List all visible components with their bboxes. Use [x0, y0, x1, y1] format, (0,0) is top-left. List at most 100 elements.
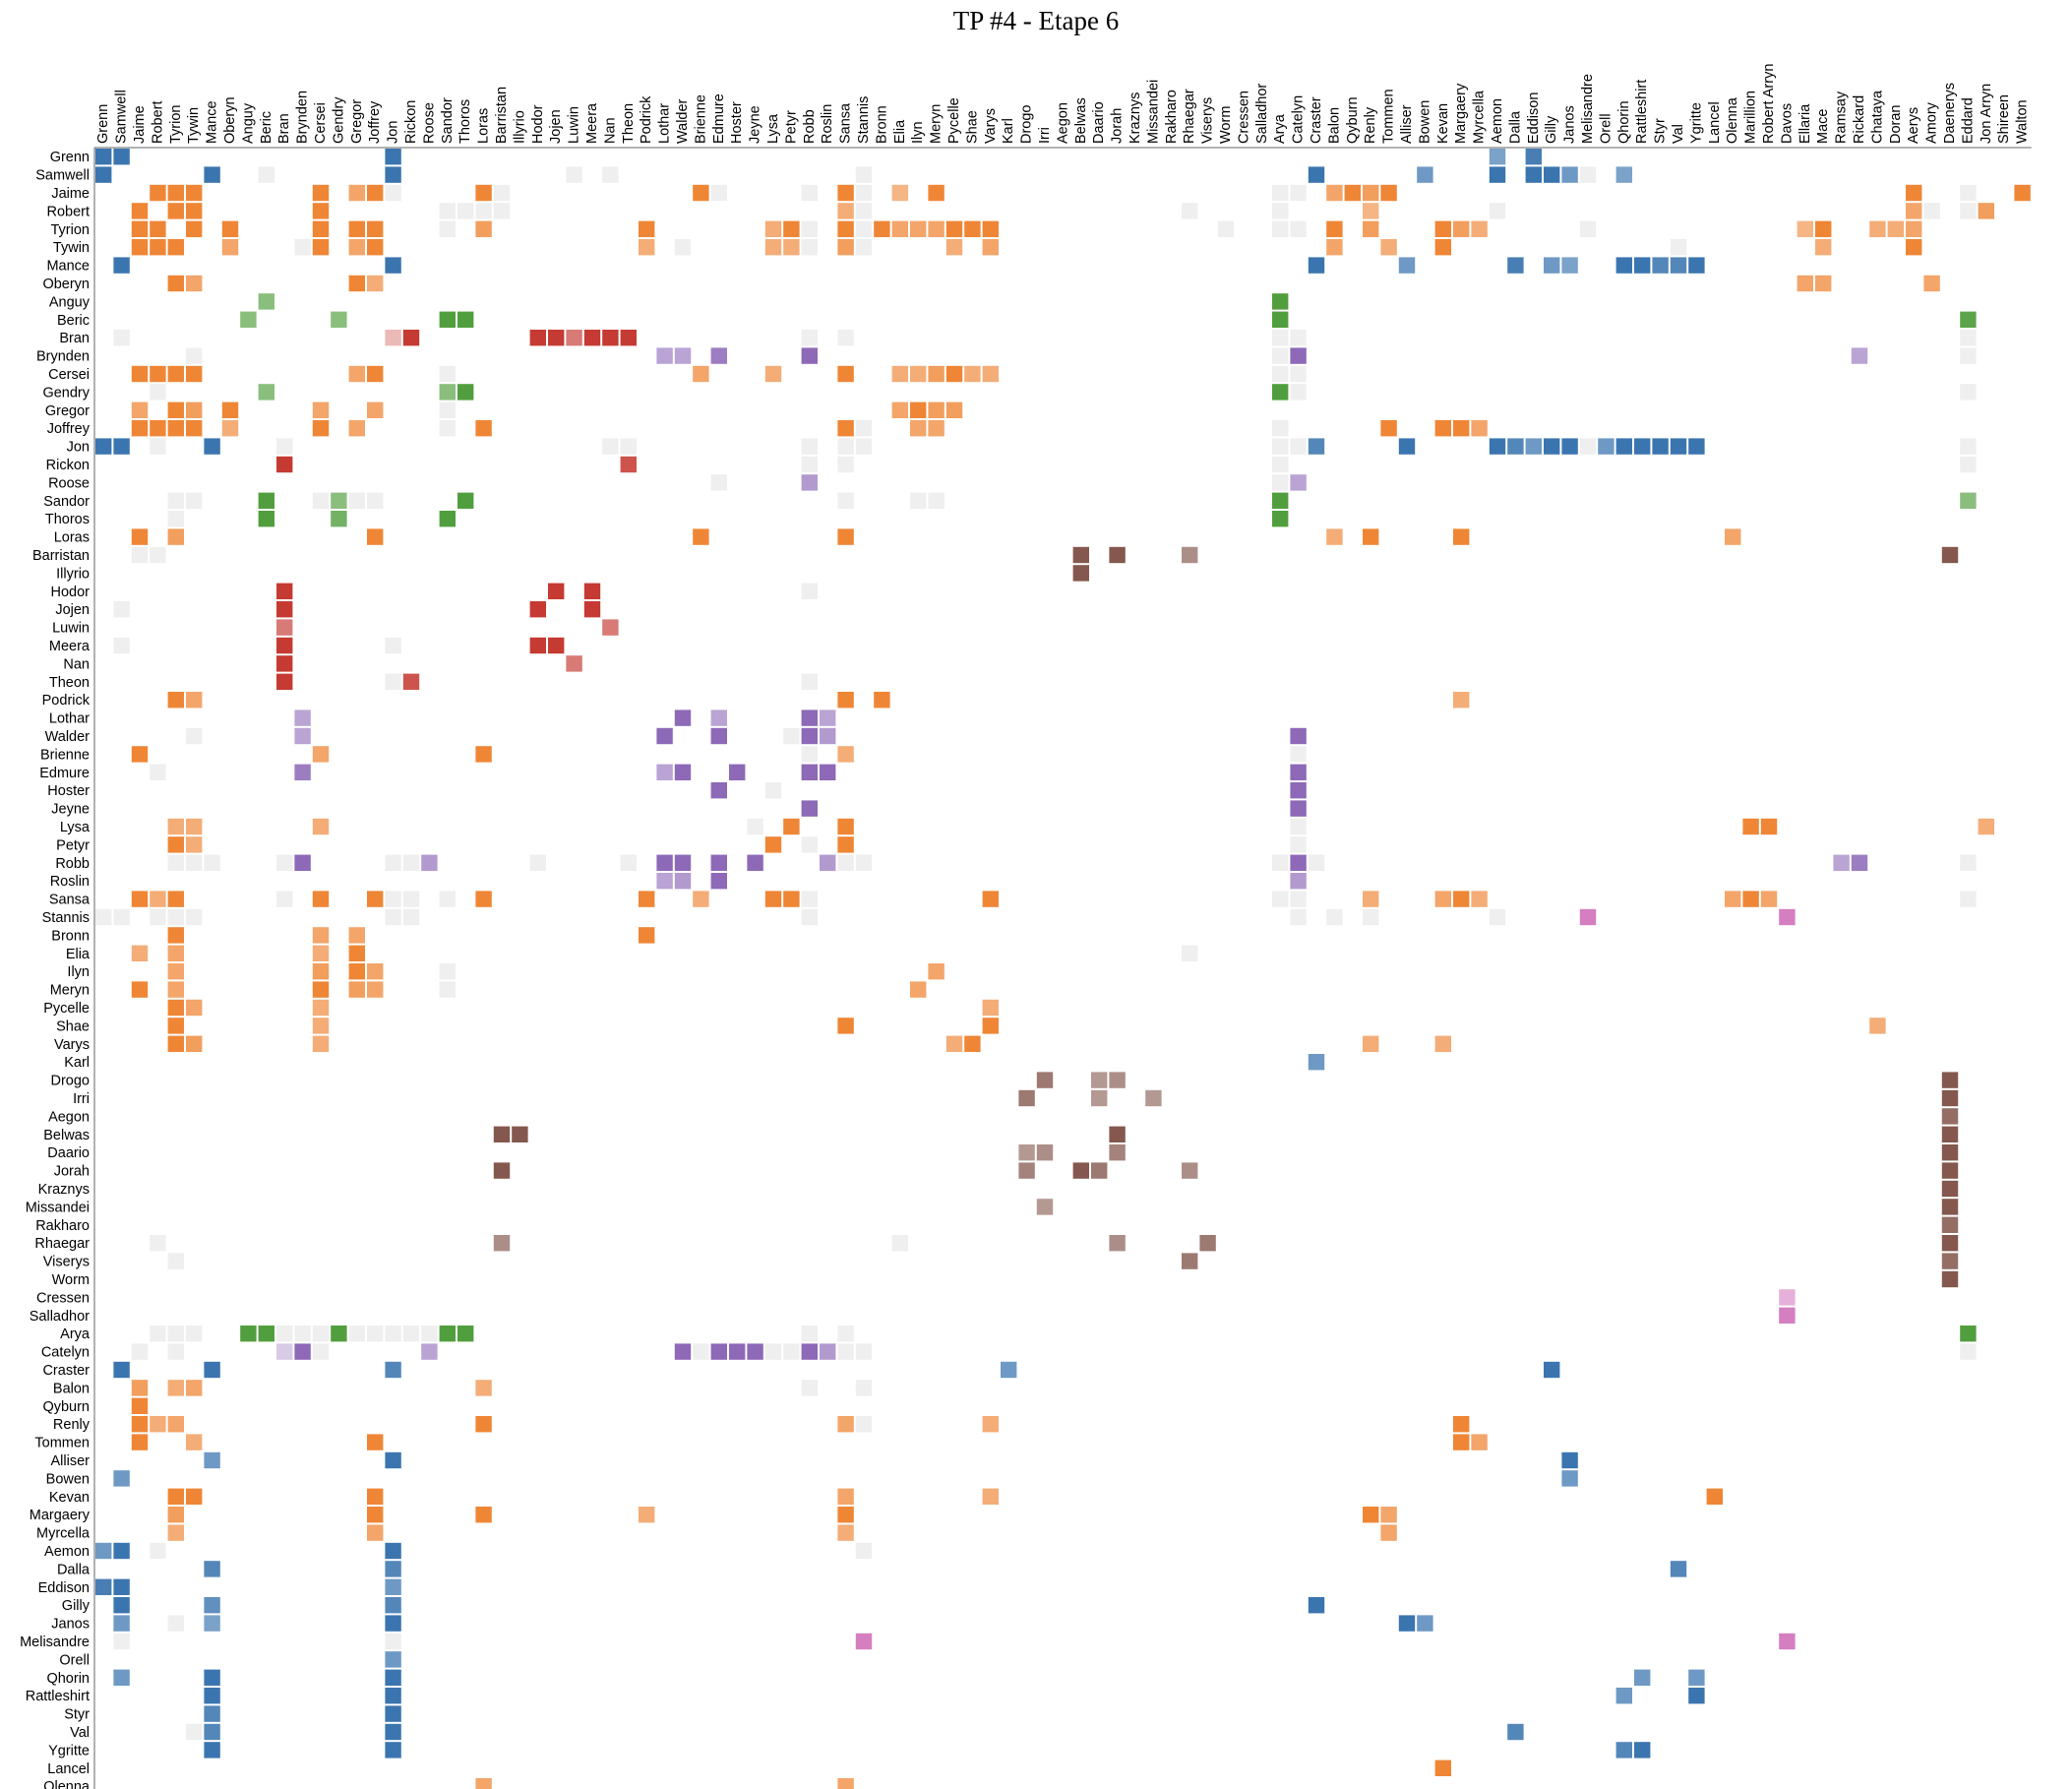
cell-jojen-samwell	[113, 601, 130, 618]
row-label-barristan: Barristan	[32, 548, 90, 564]
cell-tyrion-myrcella	[1471, 220, 1488, 237]
cell-sansa-tyrion	[167, 891, 184, 907]
cell-jaime-loras	[475, 184, 492, 202]
cell-jon-melisandre	[1579, 438, 1597, 455]
cell-robb-arya	[1272, 854, 1289, 871]
cell-sandor-ilyn	[910, 492, 927, 509]
cell-roose-edmure	[710, 474, 727, 491]
cell-tyrion-doran	[1887, 220, 1904, 237]
cell-robert-stannis	[855, 203, 873, 219]
column-label-sansa: Sansa	[838, 102, 854, 144]
cell-sansa-robert-arryn	[1760, 891, 1778, 907]
cell-arya-anguy	[240, 1326, 257, 1342]
row-label-jojen: Jojen	[55, 602, 90, 618]
cell-gilly-craster	[1308, 1597, 1325, 1614]
column-label-robb: Robb	[802, 109, 818, 144]
cell-jaime-tommen	[1380, 184, 1397, 202]
cell-tyrion-margaery	[1453, 220, 1470, 237]
cell-shae-varys	[982, 1018, 999, 1034]
cell-lysa-sansa	[837, 818, 854, 835]
cell-tywin-lysa	[764, 239, 782, 256]
column-label-rakharo: Rakharo	[1164, 90, 1180, 144]
cell-robert-jon-arryn	[1978, 203, 1994, 219]
column-label-chataya: Chataya	[1869, 90, 1885, 144]
cell-meryn-tyrion	[167, 981, 184, 998]
cell-arya-tyrion	[167, 1326, 184, 1342]
cell-jaime-qyburn	[1344, 184, 1361, 202]
cell-sandor-tywin	[186, 492, 203, 509]
cell-rhaegar-elia	[891, 1235, 908, 1252]
row-label-mance: Mance	[46, 259, 90, 275]
cell-roslin-edmure	[710, 873, 727, 890]
column-label-alliser: Alliser	[1399, 104, 1415, 144]
column-label-jeyne: Jeyne	[748, 105, 763, 144]
cell-tyrion-ellaria	[1797, 220, 1813, 237]
cell-edmure-brynden	[294, 764, 311, 780]
cell-gendry-catelyn	[1290, 384, 1307, 401]
row-label-balon: Balon	[53, 1381, 90, 1396]
cell-beric-arya	[1272, 311, 1289, 328]
cell-jon-gilly	[1544, 438, 1560, 455]
cell-ilyn-tyrion	[167, 963, 184, 980]
cell-arya-rickon	[402, 1326, 420, 1342]
cell-stannis-jon	[385, 908, 401, 926]
column-label-edmure: Edmure	[711, 93, 727, 144]
cell-petyr-tywin	[186, 836, 203, 853]
cell-anguy-beric	[258, 293, 274, 310]
row-label-anguy: Anguy	[49, 294, 91, 310]
cell-grenn-eddison	[1525, 149, 1542, 165]
cell-robb-craster	[1308, 854, 1325, 871]
column-label-eddard: Eddard	[1960, 97, 1976, 144]
cell-tyrion-cersei	[312, 220, 330, 237]
cell-jaime-jon	[385, 184, 401, 202]
cell-samwell-aemon	[1489, 166, 1506, 183]
row-label-val: Val	[70, 1725, 90, 1741]
cell-samwell-mance	[204, 166, 220, 183]
cell-arya-gregor	[348, 1326, 365, 1342]
cell-gilly-samwell	[113, 1597, 130, 1614]
cell-kevan-tywin	[186, 1488, 203, 1505]
cell-styr-jon	[385, 1705, 401, 1722]
column-label-tyrion: Tyrion	[168, 105, 184, 145]
cell-gregor-tywin	[186, 401, 203, 418]
cell-sansa-podrick	[639, 891, 655, 907]
cell-robb-walder	[674, 854, 692, 871]
cell-joffrey-arya	[1272, 420, 1289, 437]
row-label-tywin: Tywin	[53, 240, 90, 256]
cell-rattleshirt-ygritte	[1688, 1688, 1705, 1704]
column-label-balon: Balon	[1326, 107, 1342, 144]
cell-joffrey-jaime	[131, 420, 149, 437]
cell-aegon-daenerys	[1941, 1108, 1959, 1125]
cell-sandor-cersei	[312, 492, 330, 509]
cell-jon-craster	[1308, 438, 1325, 455]
cell-petyr-tyrion	[167, 836, 184, 853]
cell-tywin-oberyn	[221, 239, 239, 256]
column-label-gregor: Gregor	[349, 99, 365, 144]
cell-mance-jon	[385, 257, 401, 274]
cell-sansa-brienne	[693, 891, 709, 907]
cell-pycelle-varys	[982, 999, 999, 1017]
cell-brienne-loras	[475, 746, 492, 763]
cell-sandor-thoros	[457, 492, 474, 509]
cell-joffrey-tommen	[1380, 420, 1397, 437]
row-label-drogo: Drogo	[51, 1074, 91, 1089]
row-label-tommen: Tommen	[34, 1436, 90, 1451]
cell-tywin-pycelle	[945, 239, 963, 256]
cell-jaime-arya	[1272, 184, 1289, 202]
column-label-hoster: Hoster	[729, 101, 745, 144]
cell-arya-bran	[276, 1326, 293, 1342]
cell-loras-balon	[1326, 528, 1343, 545]
cell-cersei-meryn	[928, 365, 945, 383]
cell-alliser-jon	[385, 1451, 401, 1469]
cell-kevan-tyrion	[167, 1488, 184, 1505]
cell-jaime-aerys	[1906, 184, 1922, 202]
cell-balon-stannis	[855, 1380, 873, 1396]
cell-cersei-joffrey	[367, 365, 384, 383]
cell-barristan-jaime	[131, 546, 149, 564]
cell-thoros-beric	[258, 511, 274, 527]
cell-catelyn-bran	[276, 1343, 293, 1360]
cell-cersei-gregor	[348, 365, 365, 383]
cell-oberyn-tyrion	[167, 275, 184, 292]
cell-melisandre-jon	[385, 1633, 401, 1650]
cell-arya-joffrey	[367, 1326, 384, 1342]
